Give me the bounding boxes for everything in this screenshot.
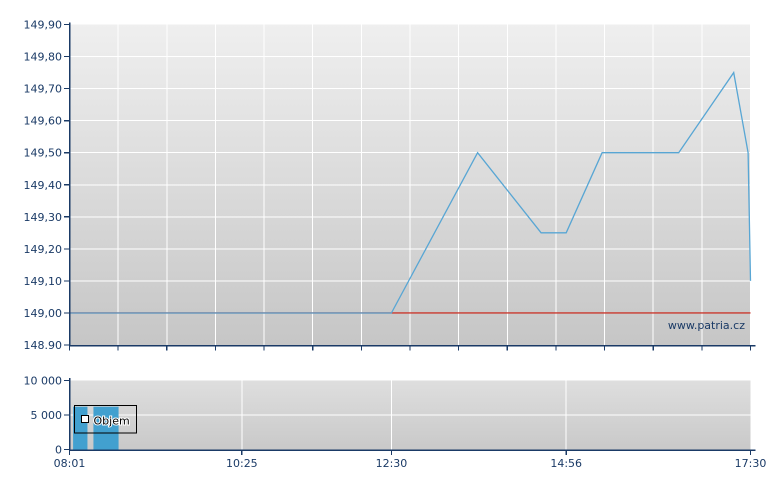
price-y-tick-label: 149,10 — [24, 275, 63, 288]
volume-x-tick-label: 14:56 — [550, 457, 582, 470]
price-y-tick-label: 149,60 — [24, 115, 63, 128]
price-y-tick-label: 149,70 — [24, 83, 63, 96]
volume-chart: 10 000 5 000 008:01 10:25 12:30 14:56 17:30 — [24, 375, 767, 471]
volume-x-tick-label: 08:01 — [54, 457, 86, 470]
legend-box — [74, 405, 137, 434]
volume-bar — [73, 406, 88, 450]
price-y-tick-label: 149,40 — [24, 179, 63, 192]
volume-x-tick-label: 12:30 — [376, 457, 408, 470]
price-y-tick-label: 149,50 — [24, 147, 63, 160]
volume-x-tick-label: 17:30 — [735, 457, 767, 470]
price-y-tick-label: 149,00 — [24, 307, 63, 320]
volume-bar — [93, 406, 119, 450]
price-y-tick-label: 148.90 — [24, 339, 63, 352]
watermark: www.patria.cz — [668, 319, 745, 332]
price-y-tick-label: 149,20 — [24, 243, 63, 256]
price-y-tick-label: 149,30 — [24, 211, 63, 224]
volume-legend: Objem — [74, 405, 137, 434]
price-y-tick-label: 149,90 — [24, 19, 63, 32]
volume-y-tick-label: 0 — [55, 444, 62, 457]
volume-y-tick-label: 5 000 — [31, 409, 63, 422]
price-chart: 149,90 149,80 149,70 149,60 149,50 149,40 149,… — [24, 19, 756, 352]
price-line — [69, 70, 752, 314]
legend-checkbox-icon[interactable] — [81, 415, 89, 423]
price-y-tick-label: 149,80 — [24, 51, 63, 64]
volume-x-tick-label: 10:25 — [226, 457, 258, 470]
legend-label: Objem — [94, 415, 130, 428]
volume-y-tick-label: 10 000 — [24, 375, 63, 388]
